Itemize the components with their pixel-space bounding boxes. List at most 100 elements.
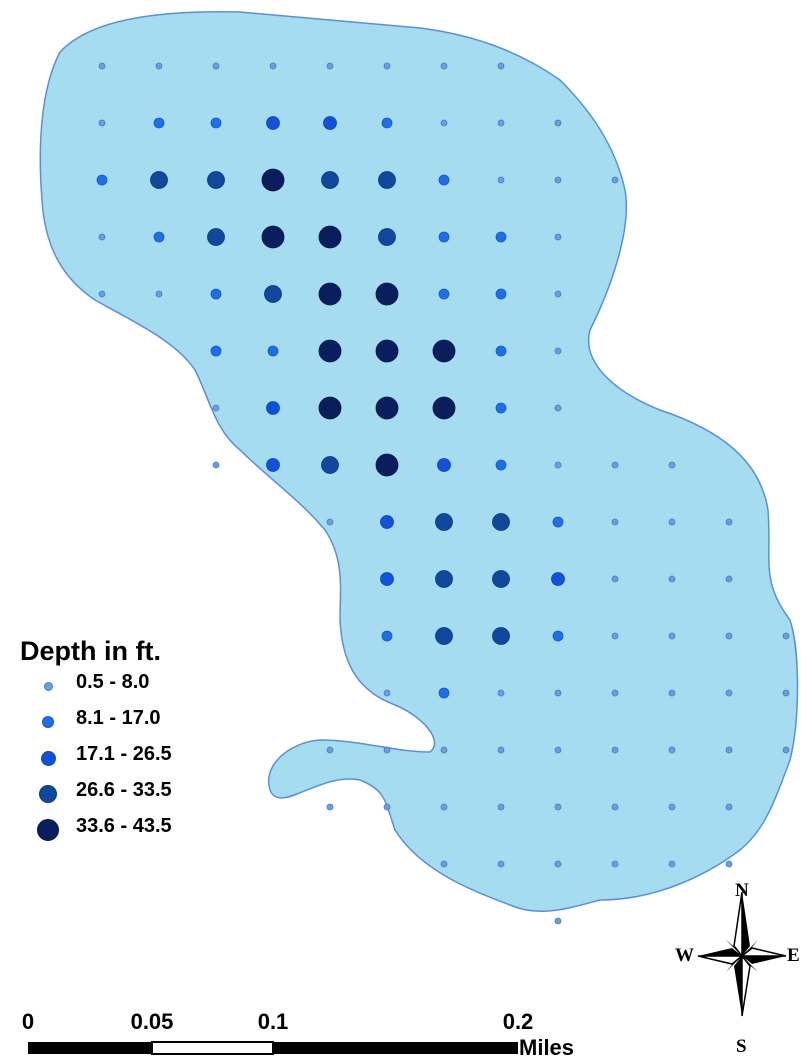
sample-point [554,860,562,868]
sample-point [323,116,337,130]
sample-point [98,290,106,298]
sample-point [207,228,225,246]
sample-point [725,803,733,811]
sample-point [155,290,163,298]
sample-point [266,116,280,130]
sample-point [98,119,106,127]
sample-point [725,689,733,697]
sample-point [554,689,562,697]
sample-point [611,689,619,697]
sample-point [492,627,510,645]
legend-symbol [39,785,57,803]
sample-point [497,62,505,70]
sample-point [212,404,220,412]
compass-west-label: W [675,945,694,966]
legend-label: 26.6 - 33.5 [76,779,172,801]
sample-point [153,231,165,243]
sample-point [497,746,505,754]
sample-point [440,119,448,127]
sample-point [611,632,619,640]
scale-label-0: 0 [21,1009,35,1034]
sample-point [668,689,676,697]
sample-point [380,515,394,529]
sample-point [375,282,399,306]
sample-point [438,687,450,699]
sample-point [668,746,676,754]
legend-item: 17.1 - 26.5 [0,741,260,771]
sample-point [321,171,339,189]
sample-point [155,62,163,70]
sample-point [264,285,282,303]
sample-point [210,345,222,357]
sample-point [98,233,106,241]
sample-point [432,339,456,363]
sample-point [611,461,619,469]
sample-point [266,401,280,415]
sample-point [438,231,450,243]
compass-east-label: E [787,945,800,966]
scale-segment-1 [28,1042,152,1054]
legend-symbol [42,716,54,728]
sample-point [668,860,676,868]
sample-point [440,62,448,70]
sample-point [321,456,339,474]
sample-point [440,746,448,754]
sample-point [554,347,562,355]
sample-point [318,282,342,306]
sample-point [495,459,507,471]
sample-point [378,228,396,246]
legend-symbol [43,681,53,691]
sample-point [383,746,391,754]
legend-item: 8.1 - 17.0 [0,705,260,735]
sample-point [150,171,168,189]
sample-point [383,803,391,811]
sample-point [440,803,448,811]
sample-point [437,458,451,472]
sample-point [495,288,507,300]
legend-label: 0.5 - 8.0 [76,671,150,693]
scale-label-0-05: 0.05 [130,1009,174,1034]
sample-point [497,119,505,127]
sample-point [725,746,733,754]
sample-point [383,62,391,70]
sample-point [554,290,562,298]
sample-point [782,689,790,697]
sample-point [318,396,342,420]
sample-point [269,62,277,70]
sample-point [611,860,619,868]
sample-point [435,570,453,588]
legend-item: 33.6 - 43.5 [0,813,260,843]
sample-point [318,339,342,363]
sample-point [554,461,562,469]
legend-item: 26.6 - 33.5 [0,777,260,807]
sample-point [725,575,733,583]
sample-point [497,689,505,697]
legend-label: 8.1 - 17.0 [76,707,161,729]
sample-point [552,516,564,528]
sample-point [554,803,562,811]
sample-point [261,225,285,249]
sample-point [212,461,220,469]
sample-point [611,746,619,754]
sample-point [492,570,510,588]
compass-north-label: N [735,880,749,901]
sample-point [153,117,165,129]
legend-label: 33.6 - 43.5 [76,815,172,837]
sample-point [554,233,562,241]
north-arrow-icon [697,891,787,1017]
sample-point [440,860,448,868]
sample-point [668,632,676,640]
sample-point [725,860,733,868]
scale-segment-2 [151,1041,274,1055]
sample-point [725,518,733,526]
sample-point [554,917,562,925]
scale-bar [28,1041,518,1055]
scale-label-0-2: 0.2 [502,1009,534,1034]
sample-point [207,171,225,189]
sample-point [611,803,619,811]
sample-point [438,288,450,300]
sample-points [96,62,790,925]
sample-point [495,402,507,414]
sample-point [611,518,619,526]
lake-outline [39,11,799,912]
